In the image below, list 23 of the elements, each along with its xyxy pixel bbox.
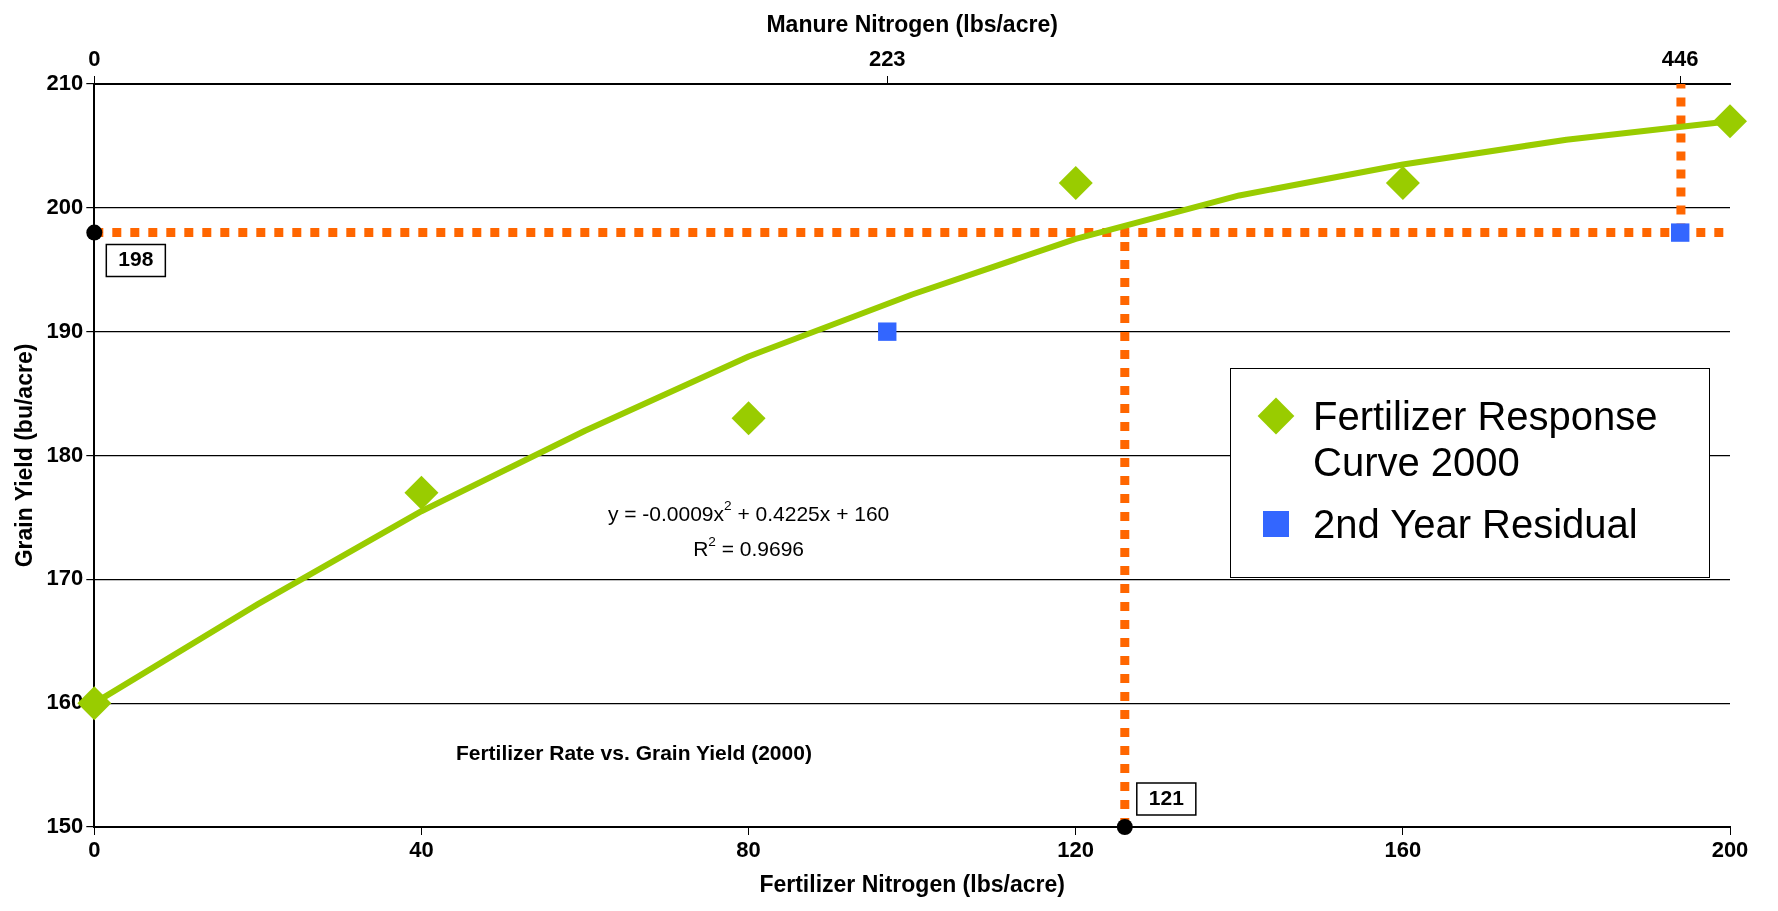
x2-tick-label: 446 (1661, 45, 1699, 71)
text: Fertilizer Rate vs. Grain Yield (2000) (455, 740, 812, 764)
x2-tick-label: 223 (868, 45, 906, 71)
x-tick-label: 40 (409, 837, 434, 863)
legend-label: 2nd Year Residual (1313, 501, 1638, 547)
y-tick-label: 180 (46, 441, 84, 467)
y-tick-label: 190 (46, 317, 84, 343)
annotation: 198 (118, 247, 154, 271)
y-tick-label: 150 (46, 813, 84, 839)
annotation: 121 (1148, 785, 1185, 809)
x2-axis-title: Manure Nitrogen (lbs/acre) (766, 11, 1058, 38)
x-tick-label: 200 (1711, 837, 1749, 863)
x2-tick-label: 0 (88, 45, 101, 71)
y-tick-label: 170 (46, 565, 84, 591)
x-tick-label: 0 (88, 837, 101, 863)
x-tick-label: 120 (1057, 837, 1095, 863)
y-tick-label: 200 (46, 193, 84, 219)
y-axis-title: Grain Yield (bu/acre) (11, 343, 38, 568)
x-tick-label: 160 (1384, 837, 1422, 863)
legend-label: Fertilizer Response Curve 2000 (1313, 393, 1659, 485)
x-tick-label: 80 (736, 837, 761, 863)
x-axis-title: Fertilizer Nitrogen (lbs/acre) (759, 870, 1065, 897)
y-tick-label: 210 (46, 70, 84, 96)
